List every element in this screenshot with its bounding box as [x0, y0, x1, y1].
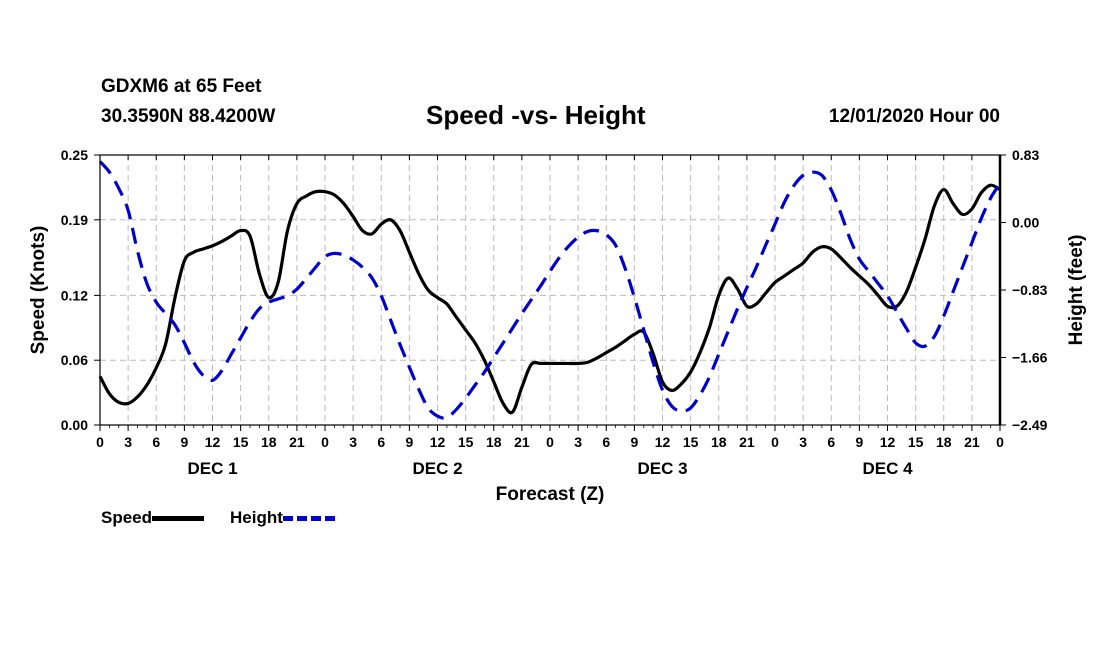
- chart-title: Speed -vs- Height: [426, 100, 646, 130]
- y-tick-label: 0.19: [61, 212, 88, 228]
- y2-axis-title: Height (feet): [1066, 235, 1087, 346]
- x-tick-label: 9: [630, 434, 638, 450]
- x-tick-label: 15: [458, 434, 474, 450]
- x-tick-label: 3: [799, 434, 807, 450]
- axes-layer: [94, 154, 1006, 431]
- x-tick-label: 0: [546, 434, 554, 450]
- x-tick-label: 0: [96, 434, 104, 450]
- x-tick-label: 21: [289, 434, 305, 450]
- x-tick-label: 18: [261, 434, 277, 450]
- legend-height: Height: [230, 508, 335, 528]
- x-tick-label: 18: [711, 434, 727, 450]
- legend-height-label: Height: [230, 508, 283, 527]
- grid-layer: [99, 154, 1001, 426]
- x-tick-label: 6: [152, 434, 160, 450]
- x-tick-label: 18: [486, 434, 502, 450]
- x-tick-label: 21: [514, 434, 530, 450]
- x-axis-title: Forecast (Z): [496, 484, 605, 505]
- station-coordinates: 30.3590N 88.4200W: [101, 106, 276, 127]
- x-tick-label: 15: [683, 434, 699, 450]
- day-label: DEC 4: [862, 459, 913, 478]
- x-tick-label: 6: [377, 434, 385, 450]
- legend-speed: Speed: [101, 508, 205, 528]
- day-label: DEC 1: [187, 459, 237, 478]
- legend-height-swatch: [282, 516, 335, 522]
- speed-series-line: [98, 183, 1001, 415]
- x-tick-label: 6: [827, 434, 835, 450]
- x-tick-label: 0: [771, 434, 779, 450]
- x-tick-label: 6: [602, 434, 610, 450]
- day-label: DEC 3: [637, 459, 687, 478]
- x-tick-label: 0: [321, 434, 329, 450]
- y-tick-label: 0.12: [61, 287, 88, 303]
- x-tick-label: 21: [739, 434, 755, 450]
- x-tick-label: 15: [233, 434, 249, 450]
- x-tick-label: 3: [574, 434, 582, 450]
- y2-tick-label: −1.66: [1012, 350, 1048, 366]
- y-tick-label: 0.00: [61, 417, 88, 433]
- y2-tick-label: −2.49: [1012, 417, 1048, 433]
- legend-speed-label: Speed: [101, 508, 153, 527]
- x-tick-label: 18: [936, 434, 952, 450]
- x-tick-label: 9: [405, 434, 413, 450]
- y2-tick-label: −0.83: [1012, 282, 1048, 298]
- labels-layer: 0 3 6 9 12 15 18 21 0 3 6 9 12 15 18 21 0 3 6 9 12 15 18 21 0 3 6 9…: [61, 147, 1048, 478]
- x-tick-label: 21: [964, 434, 980, 450]
- x-tick-label: 3: [349, 434, 357, 450]
- x-tick-label: 3: [124, 434, 132, 450]
- x-tick-label: 9: [180, 434, 188, 450]
- x-tick-label: 0: [996, 434, 1004, 450]
- height-series-line: [98, 160, 1002, 420]
- y2-tick-label: 0.83: [1012, 147, 1039, 163]
- day-label: DEC 2: [412, 459, 462, 478]
- y2-tick-label: 0.00: [1012, 215, 1039, 231]
- y-tick-label: 0.25: [61, 147, 88, 163]
- x-tick-label: 12: [880, 434, 896, 450]
- x-tick-label: 15: [908, 434, 924, 450]
- x-tick-label: 12: [205, 434, 221, 450]
- station-title: GDXM6 at 65 Feet: [101, 76, 262, 97]
- x-tick-label: 9: [855, 434, 863, 450]
- y-axis-title: Speed (Knots): [28, 226, 49, 355]
- x-tick-label: 12: [430, 434, 446, 450]
- x-tick-label: 12: [655, 434, 671, 450]
- series-layer: [98, 160, 1002, 420]
- legend-speed-swatch: [152, 516, 205, 522]
- forecast-datetime: 12/01/2020 Hour 00: [828, 106, 1000, 127]
- y-tick-label: 0.06: [61, 352, 88, 368]
